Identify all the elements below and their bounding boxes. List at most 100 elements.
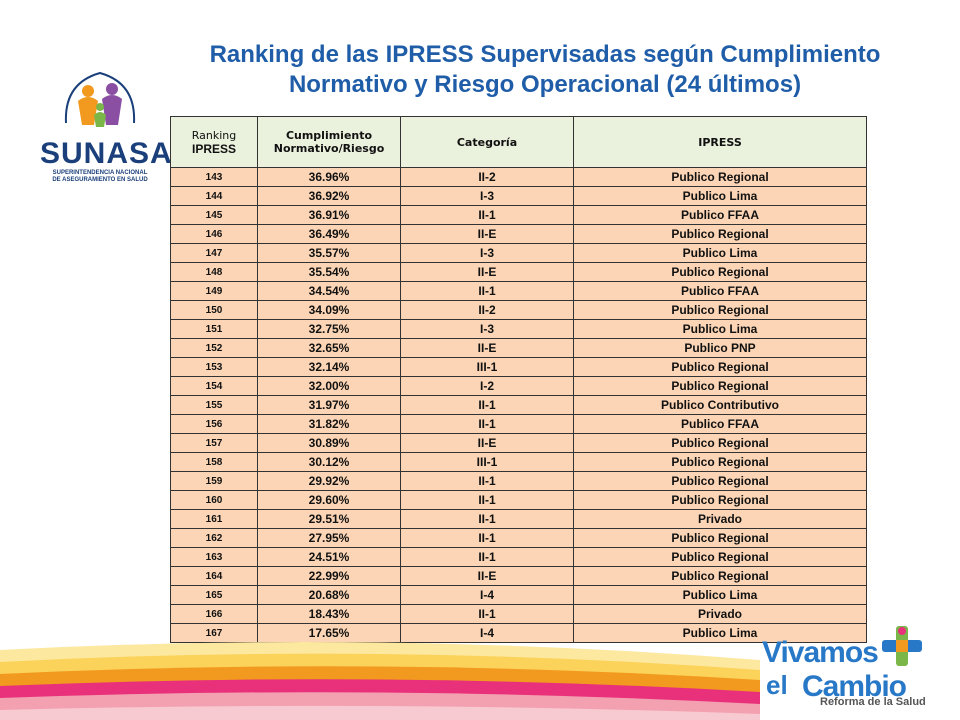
cell-cumplimiento: 35.57%	[257, 243, 401, 263]
cell-rank: 163	[170, 547, 258, 567]
cell-categoria: I-3	[400, 319, 574, 339]
table-row: 157 30.89% II-E Publico Regional	[170, 433, 867, 453]
table-row: 165 20.68% I-4 Publico Lima	[170, 585, 867, 605]
cell-rank: 146	[170, 224, 258, 244]
col-categoria: Categoría	[400, 116, 574, 168]
table-row: 163 24.51% II-1 Publico Regional	[170, 547, 867, 567]
cell-rank: 164	[170, 566, 258, 586]
page-title: Ranking de las IPRESS Supervisadas según…	[209, 41, 881, 98]
cell-cumplimiento: 36.49%	[257, 224, 401, 244]
cell-categoria: I-3	[400, 243, 574, 263]
cell-rank: 166	[170, 604, 258, 624]
cell-rank: 154	[170, 376, 258, 396]
table-header-row: Ranking IPRESS Cumplimiento Normativo/Ri…	[170, 116, 867, 168]
col-ranking-line1: Ranking	[191, 128, 237, 142]
cell-rank: 160	[170, 490, 258, 510]
col-cumplimiento-line1: Cumplimiento	[285, 129, 373, 142]
table-row: 151 32.75% I-3 Publico Lima	[170, 319, 867, 339]
cell-cumplimiento: 31.82%	[257, 414, 401, 434]
cell-cumplimiento: 20.68%	[257, 585, 401, 605]
cell-rank: 148	[170, 262, 258, 282]
table-row: 150 34.09% II-2 Publico Regional	[170, 300, 867, 320]
cell-categoria: II-E	[400, 224, 574, 244]
col-ipress: IPRESS	[573, 116, 867, 168]
cell-cumplimiento: 24.51%	[257, 547, 401, 567]
cell-cumplimiento: 22.99%	[257, 566, 401, 586]
cell-categoria: II-1	[400, 471, 574, 491]
cell-cumplimiento: 17.65%	[257, 623, 401, 643]
cell-ipress: Publico Lima	[573, 585, 867, 605]
cell-cumplimiento: 32.75%	[257, 319, 401, 339]
cell-categoria: II-1	[400, 490, 574, 510]
cell-ipress: Publico Lima	[573, 623, 867, 643]
col-ranking-line2: IPRESS	[191, 141, 236, 156]
cell-rank: 144	[170, 186, 258, 206]
cell-categoria: II-E	[400, 433, 574, 453]
table-row: 155 31.97% II-1 Publico Contributivo	[170, 395, 867, 415]
cell-ipress: Publico Regional	[573, 167, 867, 187]
cell-categoria: II-1	[400, 509, 574, 529]
cell-cumplimiento: 32.00%	[257, 376, 401, 396]
table-row: 143 36.96% II-2 Publico Regional	[170, 167, 867, 187]
family-icon	[64, 71, 136, 127]
cell-categoria: I-4	[400, 585, 574, 605]
cell-categoria: III-1	[400, 452, 574, 472]
cell-rank: 159	[170, 471, 258, 491]
cell-cumplimiento: 31.97%	[257, 395, 401, 415]
cell-ipress: Publico Lima	[573, 243, 867, 263]
cell-rank: 147	[170, 243, 258, 263]
brand-subtitle-line2: DE ASEGURAMIENTO EN SALUD	[52, 177, 148, 183]
cell-rank: 157	[170, 433, 258, 453]
table-row: 153 32.14% III-1 Publico Regional	[170, 357, 867, 377]
cell-ipress: Publico Regional	[573, 471, 867, 491]
cell-cumplimiento: 29.51%	[257, 509, 401, 529]
table-row: 161 29.51% II-1 Privado	[170, 509, 867, 529]
table-row: 158 30.12% III-1 Publico Regional	[170, 452, 867, 472]
cell-rank: 161	[170, 509, 258, 529]
cell-ipress: Publico Lima	[573, 186, 867, 206]
cell-ipress: Privado	[573, 509, 867, 529]
cell-ipress: Publico FFAA	[573, 205, 867, 225]
table-row: 167 17.65% I-4 Publico Lima	[170, 623, 867, 643]
ranking-table: Ranking IPRESS Cumplimiento Normativo/Ri…	[170, 116, 867, 643]
cell-cumplimiento: 29.92%	[257, 471, 401, 491]
cell-categoria: II-1	[400, 547, 574, 567]
brand-name: SUNASA	[40, 137, 173, 170]
cell-ipress: Publico Regional	[573, 490, 867, 510]
cell-categoria: II-1	[400, 205, 574, 225]
cell-ipress: Publico Contributivo	[573, 395, 867, 415]
cell-categoria: II-2	[400, 167, 574, 187]
cell-ipress: Publico Lima	[573, 319, 867, 339]
vivamos-line2b: Cambio	[802, 670, 907, 703]
cell-cumplimiento: 30.12%	[257, 452, 401, 472]
health-cross-icon	[882, 626, 922, 666]
col-cumplimiento-line2: Normativo/Riesgo	[273, 142, 385, 155]
sunasa-logo: SUNASA SUPERINTENDENCIA NACIONAL DE ASEG…	[40, 55, 173, 185]
cell-categoria: II-1	[400, 281, 574, 301]
brand-subtitle-line1: SUPERINTENDENCIA NACIONAL	[52, 170, 148, 176]
cell-categoria: II-2	[400, 300, 574, 320]
cell-cumplimiento: 27.95%	[257, 528, 401, 548]
cell-ipress: Publico FFAA	[573, 414, 867, 434]
table-row: 144 36.92% I-3 Publico Lima	[170, 186, 867, 206]
table-row: 162 27.95% II-1 Publico Regional	[170, 528, 867, 548]
cell-rank: 150	[170, 300, 258, 320]
cell-categoria: II-1	[400, 414, 574, 434]
cell-cumplimiento: 30.89%	[257, 433, 401, 453]
cell-ipress: Publico Regional	[573, 224, 867, 244]
cell-categoria: II-1	[400, 395, 574, 415]
col-cumplimiento: Cumplimiento Normativo/Riesgo	[257, 116, 401, 168]
cell-ipress: Publico Regional	[573, 300, 867, 320]
vivamos-line3: Reforma de la Salud	[820, 696, 926, 708]
cell-cumplimiento: 36.91%	[257, 205, 401, 225]
cell-ipress: Publico Regional	[573, 357, 867, 377]
cell-categoria: II-E	[400, 262, 574, 282]
cell-cumplimiento: 36.92%	[257, 186, 401, 206]
table-row: 166 18.43% II-1 Privado	[170, 604, 867, 624]
col-ranking: Ranking IPRESS	[170, 116, 258, 168]
table-row: 154 32.00% I-2 Publico Regional	[170, 376, 867, 396]
table-row: 145 36.91% II-1 Publico FFAA	[170, 205, 867, 225]
table-row: 160 29.60% II-1 Publico Regional	[170, 490, 867, 510]
cell-categoria: II-E	[400, 566, 574, 586]
cell-categoria: III-1	[400, 357, 574, 377]
